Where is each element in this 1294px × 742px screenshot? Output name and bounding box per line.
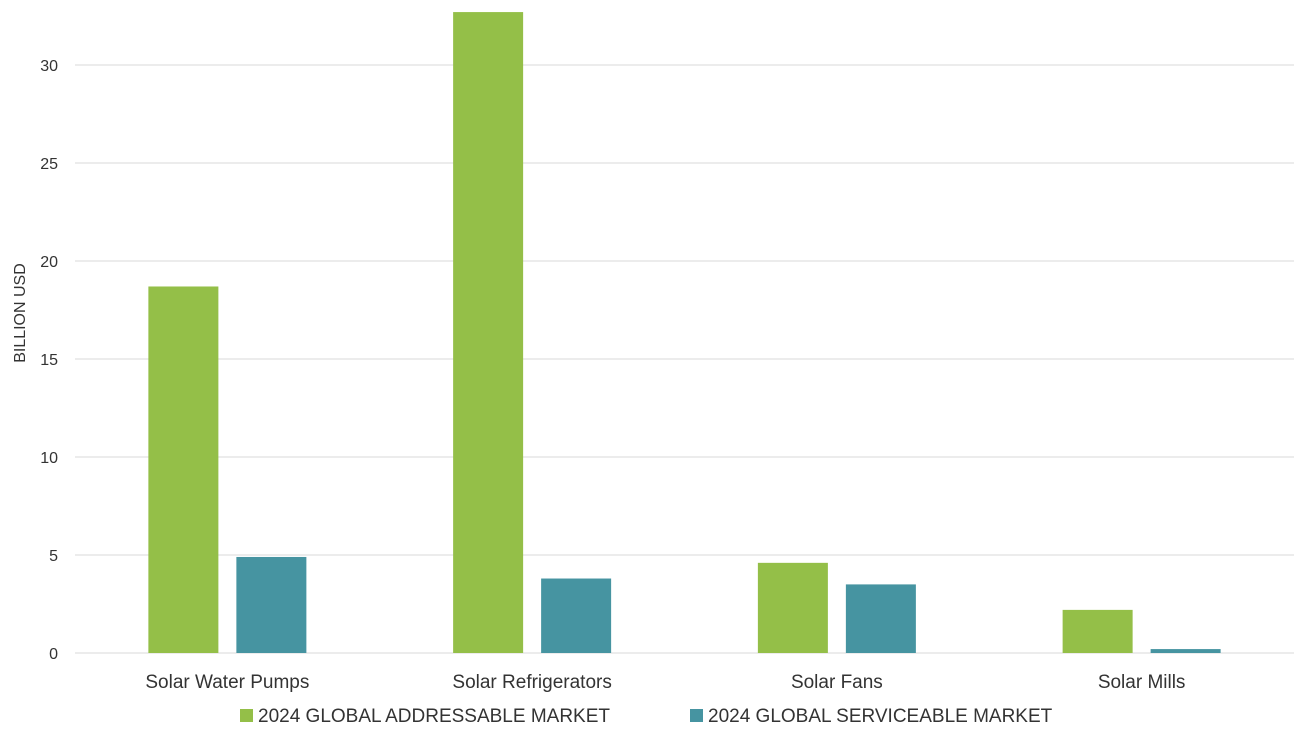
legend: 2024 GLOBAL ADDRESSABLE MARKET 2024 GLOBA… bbox=[240, 706, 1053, 727]
bar bbox=[236, 556, 307, 653]
bar bbox=[845, 584, 916, 653]
y-tick-label: 0 bbox=[49, 646, 58, 663]
x-category-label: Solar Refrigerators bbox=[452, 672, 611, 693]
y-tick-label: 25 bbox=[40, 156, 58, 173]
bar bbox=[541, 578, 612, 653]
bars bbox=[148, 12, 1221, 653]
y-axis-title: BILLION USD bbox=[12, 263, 29, 363]
bar bbox=[757, 562, 828, 653]
legend-label: 2024 GLOBAL ADDRESSABLE MARKET bbox=[258, 706, 610, 727]
bar bbox=[1150, 649, 1221, 653]
bar bbox=[148, 286, 219, 653]
bar bbox=[453, 12, 524, 653]
gridlines bbox=[75, 64, 1294, 654]
bar bbox=[1062, 609, 1133, 653]
y-tick-label: 30 bbox=[40, 58, 58, 75]
legend-label: 2024 GLOBAL SERVICEABLE MARKET bbox=[708, 706, 1053, 727]
x-category-label: Solar Fans bbox=[791, 672, 883, 693]
y-axis-ticks: 0 5 10 15 20 25 30 bbox=[40, 58, 58, 663]
x-category-label: Solar Mills bbox=[1098, 672, 1186, 693]
y-tick-label: 20 bbox=[40, 254, 58, 271]
y-tick-label: 10 bbox=[40, 450, 58, 467]
x-axis-categories: Solar Water Pumps Solar Refrigerators Sola… bbox=[145, 672, 1185, 693]
y-tick-label: 5 bbox=[49, 548, 58, 565]
legend-swatch bbox=[240, 709, 253, 722]
y-tick-label: 15 bbox=[40, 352, 58, 369]
x-category-label: Solar Water Pumps bbox=[145, 672, 309, 693]
legend-swatch bbox=[690, 709, 703, 722]
